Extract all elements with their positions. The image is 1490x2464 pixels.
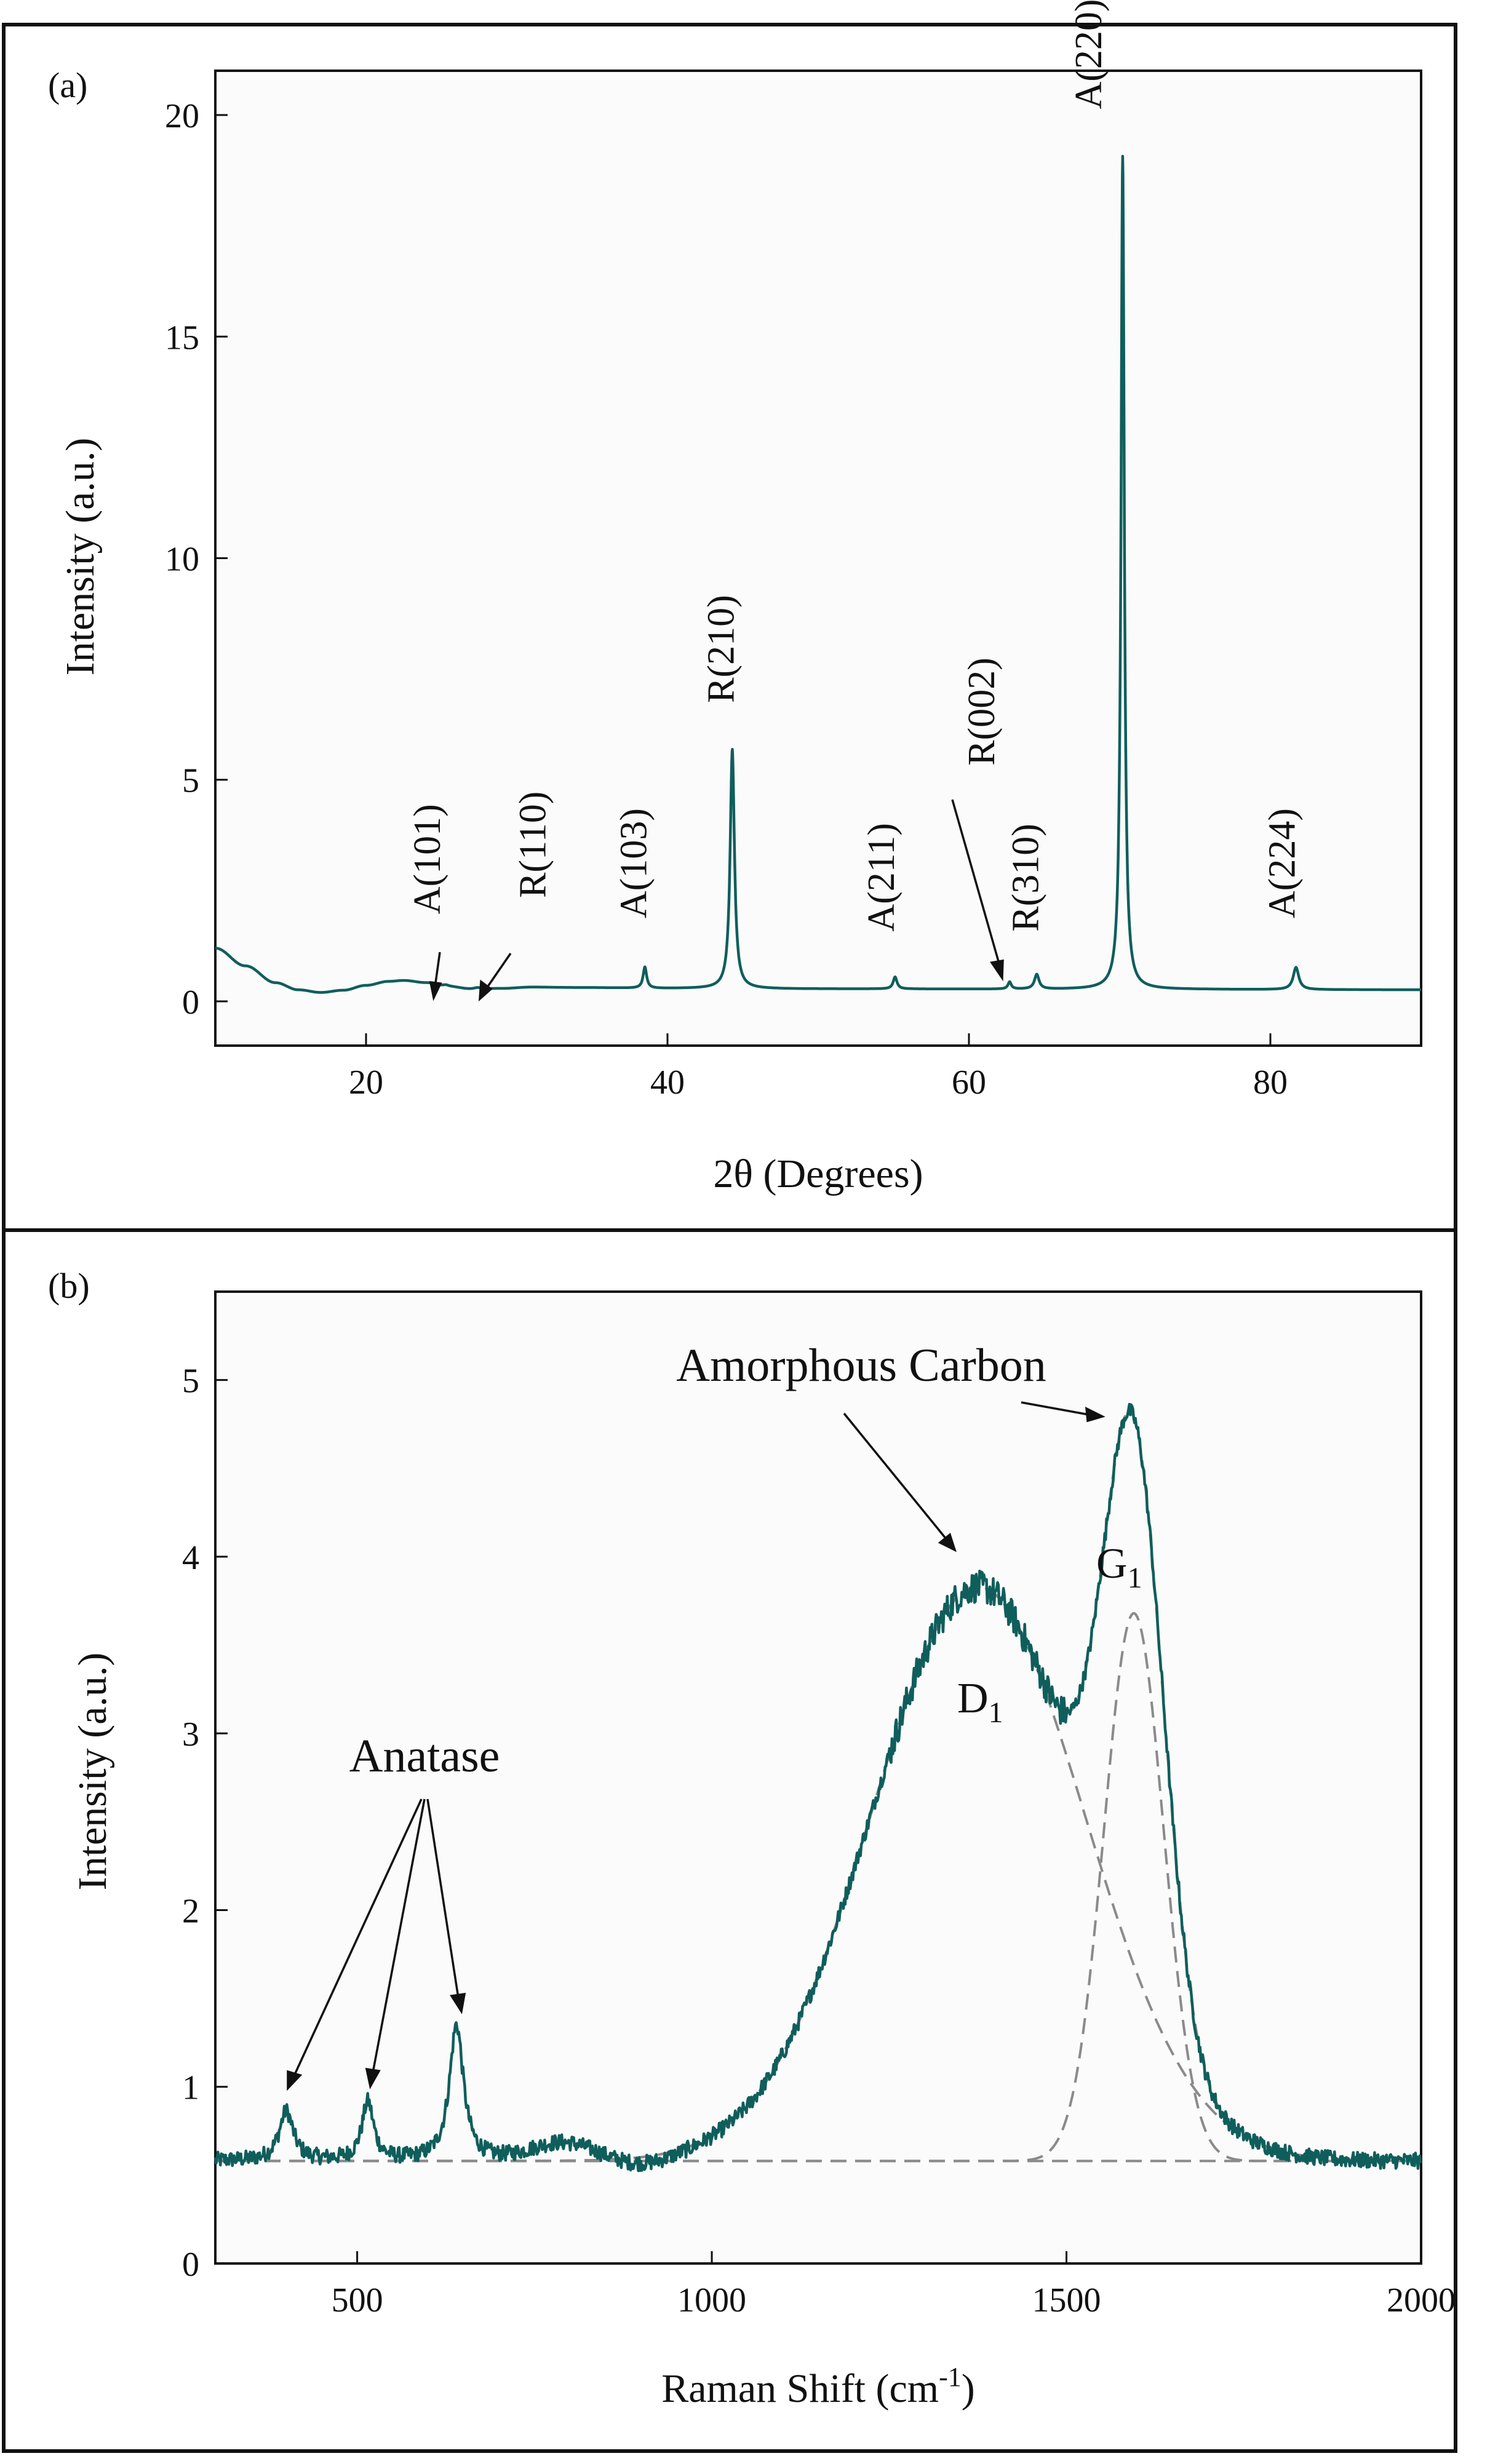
y-tick-label-b-3: 3 — [182, 1715, 199, 1754]
peak-label-2: A(103) — [613, 808, 655, 918]
anatase-arrows — [287, 1798, 466, 2091]
x-tick-label-a-3: 80 — [1253, 1063, 1288, 1102]
panel-label-b: (b) — [48, 1266, 90, 1306]
y-tick-label-a-3: 15 — [165, 319, 199, 357]
arrow-anatase-3 — [426, 1798, 460, 1998]
arrowhead-r002 — [990, 959, 1004, 982]
arrow-carbon-g — [1021, 1401, 1090, 1416]
g1-label: G1 — [1096, 1540, 1142, 1594]
g1-sub: 1 — [1128, 1562, 1142, 1594]
peak-label-5: R(002) — [961, 658, 1003, 766]
x-tick-label-b-0: 500 — [332, 2281, 383, 2319]
y-axis-label-a: Intensity (a.u.) — [58, 438, 103, 676]
y-tick-label-b-5: 5 — [182, 1362, 199, 1401]
g1-main: G — [1096, 1540, 1128, 1588]
peak-label-0: A(101) — [407, 804, 448, 914]
peak-label-1: R(110) — [512, 792, 554, 898]
panel-a: (a) 0 5 10 15 20 20 40 60 80 A(101) R(110) A(103)… — [48, 0, 1422, 1196]
d1-label: D1 — [957, 1675, 1003, 1729]
arrow-anatase-1 — [293, 1798, 423, 2077]
y-tick-label-b-1: 1 — [182, 2069, 199, 2107]
y-tick-label-b-0: 0 — [182, 2246, 199, 2284]
peak-label-6: R(310) — [1005, 824, 1046, 932]
y-tick-label-b-2: 2 — [182, 1892, 199, 1930]
x-axis-label-b-main: Raman Shift (cm — [661, 2366, 939, 2411]
panel-b: (b) 0 1 2 3 4 5 500 1000 1500 2000 Anatase Amorp… — [48, 1266, 1456, 2411]
x-axis-label-b-sup: -1 — [939, 2362, 962, 2392]
d1-main: D — [957, 1675, 989, 1722]
carbon-arrows — [843, 1401, 1106, 1552]
arrow-carbon-d — [843, 1412, 947, 1540]
xrd-pattern-line — [214, 154, 1422, 994]
arrowhead-r110 — [478, 979, 493, 1002]
x-tick-label-b-2: 1500 — [1032, 2281, 1101, 2319]
y-axis-ticks-a: 0 5 10 15 20 — [165, 97, 228, 1022]
y-axis-ticks-b: 0 1 2 3 4 5 — [182, 1362, 228, 2284]
x-tick-label-a-0: 20 — [349, 1063, 383, 1102]
d1-sub: 1 — [989, 1696, 1003, 1729]
y-tick-label-b-4: 4 — [182, 1539, 199, 1577]
x-axis-label-b-end: ) — [962, 2366, 975, 2411]
x-tick-label-b-1: 1000 — [677, 2281, 746, 2319]
anatase-label: Anatase — [349, 1730, 500, 1782]
peak-label-3: R(210) — [700, 595, 742, 703]
arrowhead-anatase-3 — [450, 1992, 466, 2014]
peak-label-4: A(211) — [861, 823, 902, 932]
arrowhead-anatase-2 — [365, 2067, 381, 2089]
y-tick-label-a-1: 5 — [182, 762, 199, 800]
x-axis-label-a: 2θ (Degrees) — [713, 1151, 923, 1196]
arrow-r110 — [485, 953, 512, 990]
y-axis-label-b: Intensity (a.u.) — [70, 1653, 115, 1891]
arrow-a101 — [434, 952, 441, 988]
arrow-anatase-2 — [372, 1798, 426, 2073]
panel-label-a: (a) — [48, 65, 87, 105]
plot-area-a — [214, 70, 1422, 1047]
arrowhead-carbon-g — [1085, 1407, 1106, 1423]
plot-area-b — [214, 1290, 1422, 2265]
x-axis-ticks-a: 20 40 60 80 — [349, 1033, 1288, 1102]
y-tick-label-a-0: 0 — [182, 984, 199, 1022]
x-tick-label-a-2: 60 — [952, 1063, 986, 1102]
peak-label-7: A(220) — [1068, 0, 1110, 109]
y-tick-label-a-4: 20 — [165, 97, 199, 135]
peak-annotations: A(101) R(110) A(103) R(210) A(211) R(002) R(31… — [407, 0, 1304, 932]
y-tick-label-a-2: 10 — [165, 541, 199, 579]
peak-label-8: A(224) — [1262, 808, 1304, 918]
raman-spectrum-line — [213, 1402, 1422, 2172]
arrowhead-carbon-d — [938, 1533, 957, 1552]
arrowhead-a101 — [429, 980, 442, 1001]
arrow-r002 — [951, 799, 1001, 966]
amorphous-carbon-label: Amorphous Carbon — [676, 1340, 1046, 1391]
peak-arrows-a — [429, 799, 1004, 1002]
x-tick-label-b-3: 2000 — [1387, 2281, 1456, 2319]
x-axis-label-b: Raman Shift (cm-1) — [661, 2362, 975, 2411]
arrowhead-anatase-1 — [287, 2070, 303, 2091]
x-axis-ticks-b: 500 1000 1500 2000 — [332, 2251, 1456, 2319]
x-tick-label-a-1: 40 — [650, 1063, 685, 1102]
